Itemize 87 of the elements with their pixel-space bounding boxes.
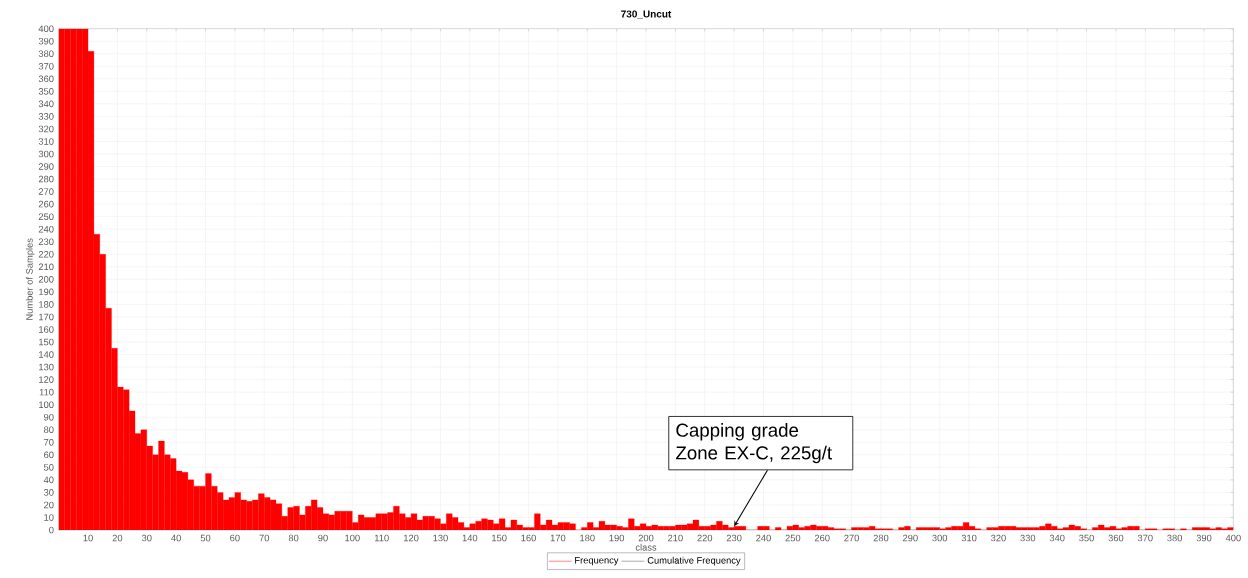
y-tick-label: 70 (44, 438, 54, 446)
y-tick-label: 90 (44, 413, 54, 421)
x-tick-label: 400 (1225, 534, 1241, 542)
x-tick-label: 20 (112, 534, 123, 542)
y-tick-label: 270 (38, 188, 54, 195)
y-tick-label: 10 (44, 514, 54, 521)
x-tick-label: 190 (609, 534, 625, 542)
x-tick-label: 100 (345, 534, 360, 542)
x-tick-label: 330 (1020, 534, 1036, 542)
x-tick-label: 220 (697, 534, 713, 542)
x-axis-title: class (635, 543, 657, 551)
x-tick-label: 210 (668, 534, 683, 542)
x-tick-label: 230 (726, 534, 742, 542)
y-tick-label: 150 (39, 338, 54, 346)
x-tick-label: 380 (1167, 534, 1183, 542)
x-tick-label: 160 (521, 534, 536, 542)
x-tick-label: 290 (902, 534, 918, 542)
x-tick-label: 350 (1079, 534, 1094, 542)
x-tick-label: 120 (404, 534, 419, 542)
x-tick-label: 70 (259, 534, 270, 542)
y-tick-label: 390 (38, 37, 54, 45)
y-tick-label: 260 (38, 200, 54, 208)
y-tick-label: 330 (38, 113, 54, 120)
y-tick-label: 280 (38, 175, 54, 183)
y-tick-label: 210 (38, 263, 54, 271)
x-tick-label: 310 (961, 534, 977, 542)
y-tick-label: 120 (39, 376, 54, 383)
y-tick-label: 140 (39, 351, 54, 358)
y-tick-label: 110 (39, 388, 54, 396)
y-tick-label: 240 (38, 225, 54, 233)
y-tick-label: 190 (39, 288, 54, 296)
x-tick-label: 110 (374, 534, 389, 542)
x-tick-label: 150 (492, 534, 507, 542)
x-tick-label: 270 (844, 534, 859, 542)
x-tick-label: 390 (1196, 534, 1212, 542)
y-tick-label: 370 (38, 62, 54, 70)
x-tick-label: 320 (990, 534, 1006, 542)
x-tick-label: 50 (200, 534, 211, 542)
y-tick-label: 350 (38, 88, 54, 95)
y-tick-label: 130 (39, 363, 54, 371)
y-tick-label: 300 (38, 150, 54, 158)
x-tick-label: 340 (1049, 534, 1065, 542)
y-tick-label: 400 (38, 25, 54, 32)
y-axis-title: Number of Samples (25, 238, 35, 320)
x-tick-label: 370 (1137, 534, 1153, 542)
y-tick-label: 100 (39, 401, 54, 408)
y-tick-label: 380 (38, 50, 54, 58)
y-tick-label: 30 (43, 489, 54, 496)
y-tick-label: 20 (44, 501, 54, 509)
x-tick-label: 360 (1108, 534, 1124, 542)
y-tick-label: 250 (38, 213, 54, 220)
y-tick-label: 40 (43, 476, 54, 484)
x-tick-label: 80 (288, 534, 299, 542)
y-tick-label: 160 (39, 326, 54, 333)
x-tick-label: 140 (462, 534, 478, 542)
y-tick-label: 320 (38, 125, 54, 133)
x-tick-label: 240 (756, 534, 771, 542)
legend-label: Frequency (575, 557, 619, 566)
x-tick-label: 30 (141, 534, 152, 542)
y-tick-label: 220 (38, 250, 54, 258)
x-tick-label: 200 (638, 534, 654, 542)
y-tick-label: 50 (43, 464, 54, 471)
x-tick-label: 60 (230, 534, 240, 542)
x-tick-label: 130 (433, 534, 448, 542)
x-tick-label: 180 (580, 534, 595, 542)
x-tick-label: 300 (932, 534, 948, 542)
chart-title: 730_Uncut (621, 10, 672, 19)
y-tick-label: 340 (38, 100, 54, 108)
x-tick-label: 250 (785, 534, 801, 542)
y-tick-label: 290 (38, 163, 54, 170)
y-tick-label: 230 (38, 238, 54, 246)
y-tick-label: 180 (39, 301, 54, 308)
x-tick-label: 10 (83, 534, 93, 542)
y-tick-label: 60 (44, 451, 54, 459)
x-tick-label: 170 (550, 534, 566, 542)
x-tick-label: 280 (873, 534, 889, 542)
annotation: Capping grade Zone EX-C, 225g/t (676, 423, 832, 464)
y-tick-label: 170 (39, 313, 54, 321)
y-tick-label: 80 (43, 426, 54, 434)
y-tick-label: 0 (49, 526, 54, 534)
y-tick-label: 310 (38, 138, 54, 145)
x-tick-label: 40 (171, 534, 181, 542)
y-tick-label: 360 (38, 75, 54, 83)
y-tick-label: 200 (38, 276, 54, 283)
x-tick-label: 260 (814, 534, 830, 542)
text: Cumulative Frequency (647, 556, 741, 566)
x-tick-label: 90 (318, 534, 328, 542)
